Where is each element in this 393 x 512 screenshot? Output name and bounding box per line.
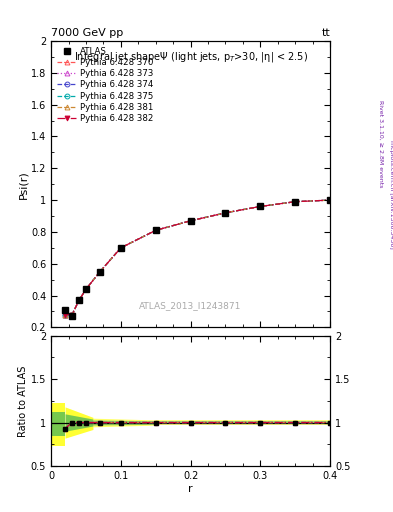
Text: tt: tt [321,28,330,38]
X-axis label: r: r [188,483,193,494]
Y-axis label: Psi(r): Psi(r) [18,170,28,199]
Legend: ATLAS, Pythia 6.428 370, Pythia 6.428 373, Pythia 6.428 374, Pythia 6.428 375, P: ATLAS, Pythia 6.428 370, Pythia 6.428 37… [55,45,156,125]
Text: Integral jet shapeΨ (light jets, p$_T$>30, |η| < 2.5): Integral jet shapeΨ (light jets, p$_T$>3… [73,50,308,63]
Text: Rivet 3.1.10, ≥ 2.8M events: Rivet 3.1.10, ≥ 2.8M events [379,100,384,187]
Text: mcplots.cern.ch [arXiv:1306.3436]: mcplots.cern.ch [arXiv:1306.3436] [389,140,393,249]
Text: 7000 GeV pp: 7000 GeV pp [51,28,123,38]
Y-axis label: Ratio to ATLAS: Ratio to ATLAS [18,365,28,437]
Text: ATLAS_2013_I1243871: ATLAS_2013_I1243871 [140,301,242,310]
